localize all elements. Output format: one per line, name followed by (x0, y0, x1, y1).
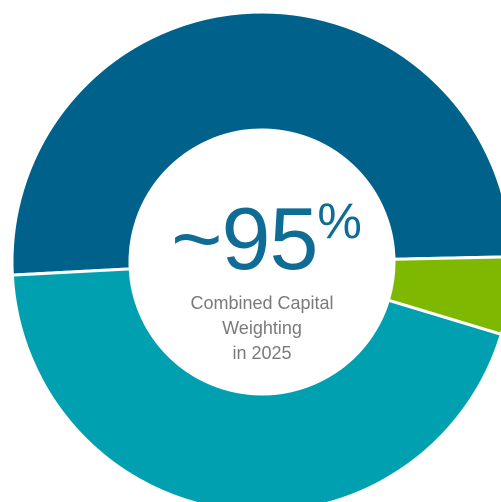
center-caption-line-1: Combined Capital (190, 293, 334, 313)
center-caption-line-3: in 2025 (232, 343, 292, 363)
donut-slice-3 (386, 255, 501, 336)
donut-slice-1 (10, 10, 501, 277)
center-caption-line-2: Weighting (222, 318, 302, 338)
center-value: ~95% (146, 177, 386, 283)
donut-hole (131, 131, 393, 393)
center-value-unit: % (317, 193, 361, 249)
donut-slices (10, 10, 501, 502)
center-value-number: ~95 (171, 189, 318, 288)
donut-slice-2 (10, 267, 501, 502)
center-caption: Combined Capital Weighting in 2025 (150, 291, 374, 366)
